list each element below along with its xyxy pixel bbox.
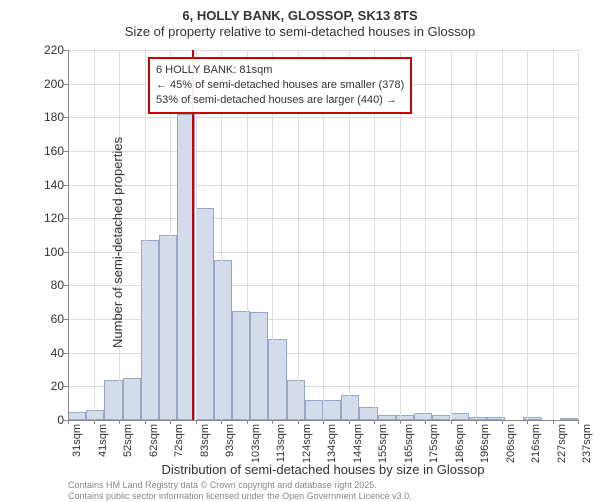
histogram-bar xyxy=(250,312,268,420)
x-tick-label: 31sqm xyxy=(71,424,83,474)
annotation-line1: 6 HOLLY BANK: 81sqm xyxy=(156,63,404,78)
x-tick-label: 186sqm xyxy=(454,424,466,474)
x-tick-label: 124sqm xyxy=(301,424,313,474)
grid-line-v xyxy=(476,50,477,420)
histogram-bar xyxy=(159,235,177,420)
y-tick-label: 180 xyxy=(24,110,64,124)
chart-title-description: Size of property relative to semi-detach… xyxy=(0,24,600,39)
y-tick-label: 40 xyxy=(24,346,64,360)
x-tick-label: 237sqm xyxy=(581,424,593,474)
x-tick-mark xyxy=(196,420,197,424)
x-tick-mark xyxy=(221,420,222,424)
y-axis-line xyxy=(68,50,69,420)
x-tick-mark xyxy=(170,420,171,424)
y-tick-mark xyxy=(64,50,68,51)
histogram-bar xyxy=(68,412,86,420)
histogram-bar xyxy=(305,400,323,420)
x-tick-mark xyxy=(374,420,375,424)
histogram-bar xyxy=(196,208,214,420)
grid-line-v xyxy=(94,50,95,420)
y-tick-label: 100 xyxy=(24,245,64,259)
x-tick-mark xyxy=(119,420,120,424)
y-tick-mark xyxy=(64,151,68,152)
x-tick-label: 216sqm xyxy=(530,424,542,474)
histogram-bar xyxy=(451,413,469,420)
grid-line-v xyxy=(502,50,503,420)
histogram-bar xyxy=(123,378,141,420)
x-tick-mark xyxy=(502,420,503,424)
histogram-bar xyxy=(414,413,432,420)
histogram-bar xyxy=(214,260,232,420)
grid-line-v xyxy=(425,50,426,420)
y-tick-mark xyxy=(64,252,68,253)
x-tick-label: 83sqm xyxy=(199,424,211,474)
x-tick-mark xyxy=(68,420,69,424)
x-tick-label: 206sqm xyxy=(505,424,517,474)
y-tick-label: 0 xyxy=(24,413,64,427)
x-tick-mark xyxy=(476,420,477,424)
y-tick-mark xyxy=(64,218,68,219)
x-tick-mark xyxy=(94,420,95,424)
histogram-bar xyxy=(341,395,359,420)
grid-line-v xyxy=(451,50,452,420)
x-tick-mark xyxy=(400,420,401,424)
x-tick-label: 62sqm xyxy=(148,424,160,474)
y-tick-label: 60 xyxy=(24,312,64,326)
x-tick-label: 103sqm xyxy=(250,424,262,474)
x-tick-mark xyxy=(527,420,528,424)
x-tick-mark xyxy=(425,420,426,424)
plot-area: 6 HOLLY BANK: 81sqm← 45% of semi-detache… xyxy=(68,50,578,420)
y-tick-label: 80 xyxy=(24,278,64,292)
y-tick-mark xyxy=(64,353,68,354)
y-tick-mark xyxy=(64,84,68,85)
y-tick-label: 120 xyxy=(24,211,64,225)
y-tick-label: 220 xyxy=(24,43,64,57)
y-tick-mark xyxy=(64,285,68,286)
y-tick-label: 140 xyxy=(24,178,64,192)
x-tick-mark xyxy=(145,420,146,424)
x-tick-mark xyxy=(553,420,554,424)
x-tick-label: 155sqm xyxy=(377,424,389,474)
x-tick-mark xyxy=(272,420,273,424)
x-tick-label: 134sqm xyxy=(326,424,338,474)
x-tick-label: 52sqm xyxy=(122,424,134,474)
x-tick-mark xyxy=(349,420,350,424)
x-tick-mark xyxy=(323,420,324,424)
x-tick-label: 196sqm xyxy=(479,424,491,474)
x-axis-title: Distribution of semi-detached houses by … xyxy=(68,462,578,477)
x-tick-label: 113sqm xyxy=(275,424,287,474)
x-tick-label: 165sqm xyxy=(403,424,415,474)
grid-line-v xyxy=(578,50,579,420)
x-tick-mark xyxy=(298,420,299,424)
histogram-bar xyxy=(323,400,341,420)
chart-title-address: 6, HOLLY BANK, GLOSSOP, SK13 8TS xyxy=(0,8,600,23)
grid-line-v xyxy=(145,50,146,420)
histogram-bar xyxy=(287,380,305,420)
x-tick-mark xyxy=(578,420,579,424)
credits-line1: Contains HM Land Registry data © Crown c… xyxy=(68,480,578,491)
annotation-line2: ← 45% of semi-detached houses are smalle… xyxy=(156,78,404,93)
y-axis-title: Number of semi-detached properties xyxy=(110,137,125,348)
x-tick-mark xyxy=(451,420,452,424)
y-tick-mark xyxy=(64,386,68,387)
y-tick-label: 200 xyxy=(24,77,64,91)
y-tick-label: 20 xyxy=(24,379,64,393)
grid-line-v xyxy=(527,50,528,420)
grid-line-v xyxy=(553,50,554,420)
y-tick-mark xyxy=(64,319,68,320)
x-tick-mark xyxy=(247,420,248,424)
y-tick-label: 160 xyxy=(24,144,64,158)
x-tick-label: 175sqm xyxy=(428,424,440,474)
x-tick-label: 93sqm xyxy=(224,424,236,474)
x-tick-label: 72sqm xyxy=(173,424,185,474)
histogram-bar xyxy=(86,410,104,420)
y-tick-mark xyxy=(64,117,68,118)
annotation-box: 6 HOLLY BANK: 81sqm← 45% of semi-detache… xyxy=(148,57,412,114)
annotation-line3: 53% of semi-detached houses are larger (… xyxy=(156,93,404,108)
x-tick-label: 41sqm xyxy=(97,424,109,474)
x-tick-label: 144sqm xyxy=(352,424,364,474)
y-tick-mark xyxy=(64,185,68,186)
credits-text: Contains HM Land Registry data © Crown c… xyxy=(68,480,578,502)
x-tick-label: 227sqm xyxy=(556,424,568,474)
